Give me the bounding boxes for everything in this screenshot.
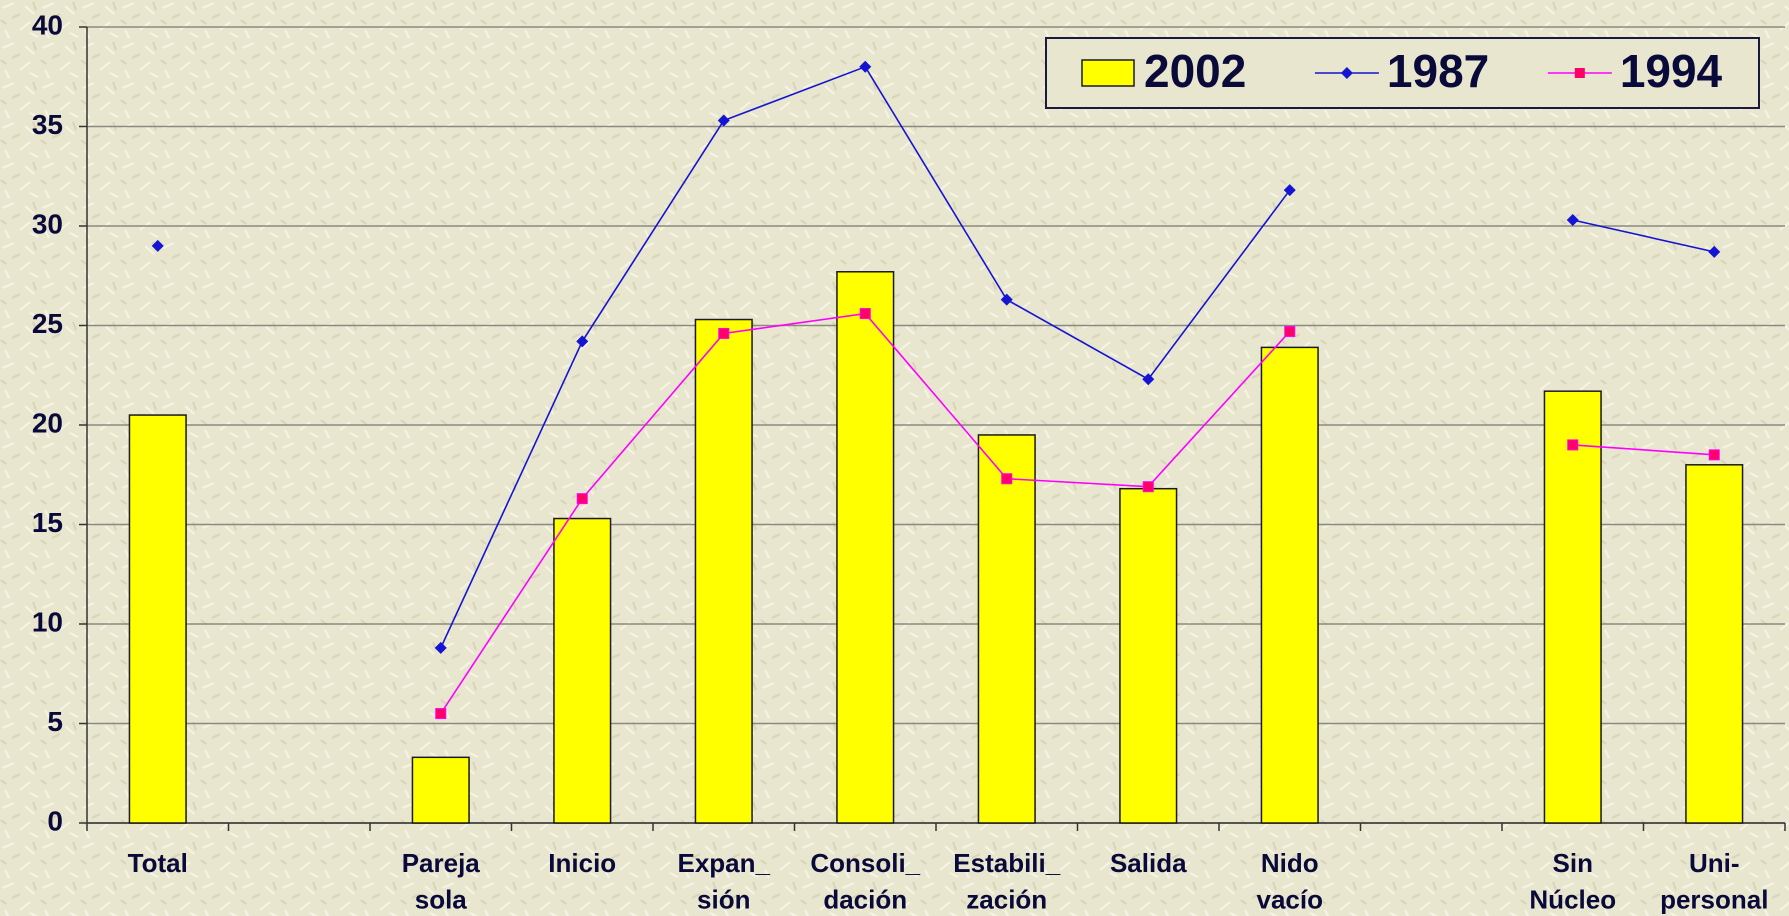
legend-box: [1045, 37, 1760, 109]
x-tick-label: Uni-personal: [1660, 848, 1768, 914]
y-tick-label: 25: [32, 308, 63, 339]
marker: [1284, 325, 1296, 337]
x-tick-label: Salida: [1110, 848, 1187, 878]
marker: [859, 60, 872, 73]
marker: [717, 114, 730, 127]
bar: [1119, 487, 1178, 824]
marker: [576, 493, 588, 505]
y-tick-label: 40: [32, 9, 63, 40]
bar: [977, 434, 1036, 824]
y-tick-label: 15: [32, 507, 63, 538]
y-tick-label: 10: [32, 606, 63, 637]
marker: [1283, 184, 1296, 197]
x-tick-label: Nido vacío: [1257, 848, 1324, 914]
y-tick-label: 0: [47, 805, 63, 836]
marker: [1567, 439, 1579, 451]
bar: [553, 517, 612, 824]
bar: [836, 271, 895, 824]
marker: [859, 308, 871, 320]
line: [1572, 219, 1715, 253]
marker: [435, 708, 447, 720]
marker: [1142, 481, 1154, 493]
legend-swatch: [1081, 59, 1135, 87]
legend-label: 2002: [1144, 45, 1246, 97]
x-tick-label: Inicio: [548, 848, 616, 878]
x-tick-label: Consoli_ dación: [810, 848, 920, 914]
legend-label: 1994: [1620, 45, 1723, 97]
bar: [128, 414, 187, 824]
legend: 2002 1987 1994: [1045, 37, 1760, 109]
marker: [1708, 245, 1721, 258]
marker: [1000, 293, 1013, 306]
legend-marker: [1340, 67, 1353, 79]
marker: [151, 239, 164, 252]
bar: [1260, 346, 1319, 824]
marker: [1001, 473, 1013, 485]
y-tick-label: 30: [32, 208, 63, 239]
bar: [1685, 464, 1744, 824]
marker: [1708, 449, 1720, 461]
x-tick-label: Expan_ sión: [678, 848, 771, 914]
y-tick-label: 35: [32, 109, 63, 140]
x-tick-label: Total: [128, 848, 188, 878]
x-tick-label: Estabili_ zación: [953, 848, 1060, 914]
y-tick-label: 5: [47, 706, 63, 737]
bar: [411, 756, 470, 824]
bar: [694, 318, 753, 824]
legend-marker: [1574, 68, 1585, 78]
x-tick-label: Pareja sola: [402, 848, 481, 914]
line: [1572, 444, 1715, 456]
x-tick-label: Sin Núcleo: [1529, 848, 1616, 914]
bar: [1543, 390, 1602, 824]
marker: [1142, 373, 1155, 386]
marker: [718, 327, 730, 339]
marker: [1566, 214, 1579, 227]
y-tick-label: 20: [32, 407, 63, 438]
marker: [434, 641, 447, 654]
legend-label: 1987: [1387, 45, 1489, 97]
marker: [576, 335, 589, 348]
